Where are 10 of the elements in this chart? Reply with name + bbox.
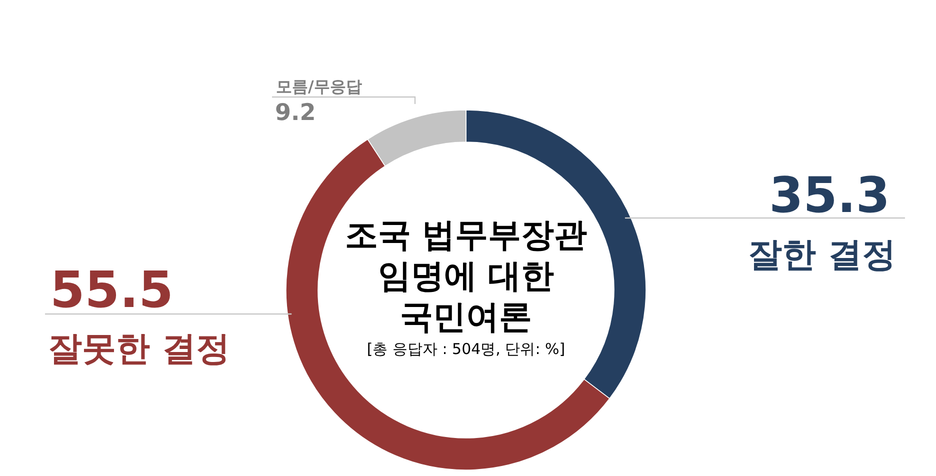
slice-label: 잘못한 결정 [48, 329, 230, 369]
title: 조국 법무부장관 [344, 215, 588, 254]
slice-label: 잘한 결정 [748, 235, 896, 275]
slice-label: 모름/무응답 [276, 77, 362, 96]
data-label: 9.2 [275, 100, 316, 126]
title: 임명에 대한 [378, 256, 554, 295]
data-label: 35.3 [769, 167, 890, 224]
data-label: 55.5 [50, 261, 174, 319]
title: 국민여론 [400, 297, 532, 336]
subtitle: [총 응답자 : 504명, 단위: %] [366, 340, 566, 358]
